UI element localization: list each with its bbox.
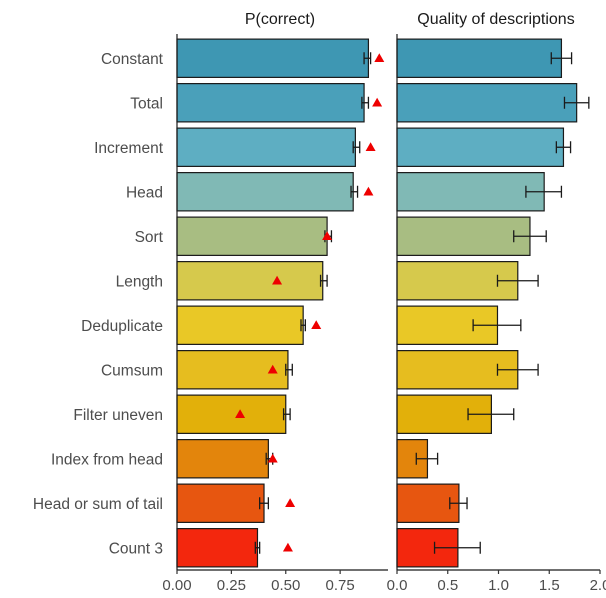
- bar: [396, 83, 578, 123]
- bar: [396, 127, 565, 167]
- panel-title: P(correct): [245, 11, 315, 28]
- category-label: Deduplicate: [81, 318, 163, 335]
- x-tick-label: 0.50: [271, 577, 300, 594]
- bar: [396, 38, 563, 78]
- triangle-marker: [272, 275, 283, 285]
- category-label: Filter uneven: [73, 407, 163, 424]
- bar: [176, 172, 354, 212]
- triangle-marker: [267, 453, 278, 463]
- bar: [176, 261, 324, 301]
- bar: [396, 483, 460, 523]
- x-tick-label: 0.00: [162, 577, 191, 594]
- bar: [176, 83, 365, 123]
- bar: [176, 350, 289, 390]
- triangle-marker: [235, 409, 246, 418]
- x-tick-label: 0.75: [326, 577, 355, 594]
- x-tick-label: 0.25: [217, 577, 246, 594]
- triangle-marker: [267, 364, 278, 374]
- bar: [176, 38, 370, 78]
- triangle-marker: [282, 542, 293, 552]
- bar: [176, 483, 265, 523]
- category-label: Count 3: [109, 540, 163, 557]
- triangle-marker: [363, 186, 374, 196]
- bar: [176, 528, 259, 568]
- x-tick-label: 0.0: [387, 577, 408, 594]
- category-label: Increment: [94, 140, 164, 157]
- bar: [176, 439, 269, 479]
- bar: [176, 216, 328, 256]
- x-tick-label: 1.5: [539, 577, 560, 594]
- category-label: Cumsum: [101, 362, 163, 379]
- bar: [396, 172, 545, 212]
- triangle-marker: [374, 53, 385, 62]
- bar: [396, 216, 531, 256]
- x-tick-label: 0.5: [437, 577, 458, 594]
- bar: [176, 394, 287, 434]
- x-tick-label: 2.0: [590, 577, 606, 594]
- category-label: Total: [130, 95, 163, 112]
- panel-title: Quality of descriptions: [417, 11, 574, 28]
- triangle-marker: [311, 320, 322, 329]
- bar: [176, 127, 356, 167]
- triangle-marker: [285, 498, 296, 507]
- category-label: Length: [116, 273, 163, 290]
- bar: [176, 305, 304, 345]
- triangle-marker: [365, 142, 376, 151]
- triangle-marker: [322, 231, 333, 240]
- category-label: Head: [126, 184, 163, 201]
- triangle-marker: [372, 97, 383, 107]
- x-tick-label: 1.0: [488, 577, 509, 594]
- category-label: Head or sum of tail: [33, 496, 163, 513]
- category-label: Sort: [135, 229, 164, 246]
- category-label: Index from head: [51, 451, 163, 468]
- category-label: Constant: [101, 51, 164, 68]
